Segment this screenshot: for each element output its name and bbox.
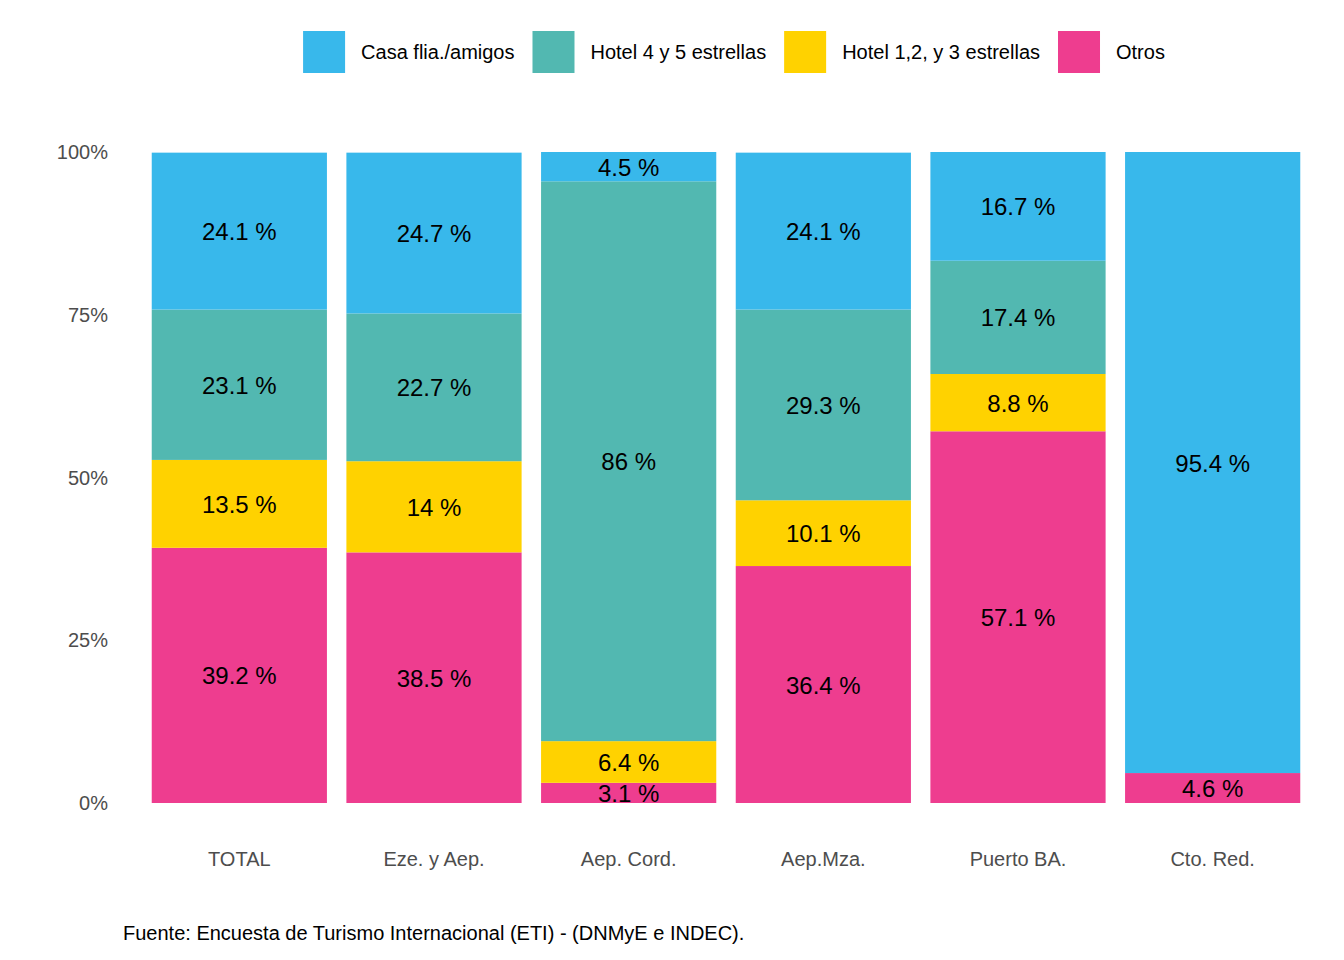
- data-label: 14 %: [407, 494, 462, 521]
- bar-segment: [930, 431, 1105, 803]
- data-label: 86 %: [601, 448, 656, 475]
- y-tick-label: 50%: [68, 467, 108, 489]
- bar-segment: [541, 152, 716, 181]
- data-label: 6.4 %: [598, 749, 659, 776]
- bar-segment: [736, 310, 911, 501]
- data-label: 95.4 %: [1175, 450, 1250, 477]
- bar-segment: [152, 548, 327, 803]
- legend-key: [1058, 31, 1100, 73]
- legend-label: Otros: [1116, 41, 1165, 63]
- bar-segment: [930, 261, 1105, 374]
- data-label: 39.2 %: [202, 662, 277, 689]
- data-label: 10.1 %: [786, 520, 861, 547]
- y-tick-label: 75%: [68, 304, 108, 326]
- bar-segment: [152, 460, 327, 548]
- bar-segment: [1125, 773, 1300, 803]
- legend-label: Casa flia./amigos: [361, 41, 514, 63]
- bar-segment: [346, 313, 521, 461]
- data-label: 3.1 %: [598, 780, 659, 807]
- x-tick-label: Cto. Red.: [1170, 848, 1254, 870]
- data-label: 13.5 %: [202, 491, 277, 518]
- bar-segment: [930, 152, 1105, 261]
- bar-segment: [736, 153, 911, 310]
- bar-segment: [736, 500, 911, 566]
- bar-segment: [152, 153, 327, 310]
- data-label: 57.1 %: [981, 604, 1056, 631]
- x-tick-label: Aep. Cord.: [581, 848, 677, 870]
- bar-segment: [152, 310, 327, 460]
- bar-segment: [541, 741, 716, 783]
- legend-key: [303, 31, 345, 73]
- legend-key: [532, 31, 574, 73]
- y-tick-label: 100%: [57, 141, 108, 163]
- bar-segment: [346, 153, 521, 314]
- y-tick-label: 0%: [79, 792, 108, 814]
- data-label: 24.7 %: [397, 220, 472, 247]
- bar-segment: [930, 374, 1105, 431]
- y-tick-label: 25%: [68, 629, 108, 651]
- legend-label: Hotel 1,2, y 3 estrellas: [842, 41, 1040, 63]
- data-label: 4.5 %: [598, 154, 659, 181]
- data-label: 22.7 %: [397, 374, 472, 401]
- bar-segment: [346, 552, 521, 803]
- data-label: 24.1 %: [202, 218, 277, 245]
- x-axis: TOTAL Eze. y Aep. Aep. Cord. Aep.Mza. Puerto…: [208, 848, 1255, 870]
- data-label: 38.5 %: [397, 665, 472, 692]
- data-label: 8.8 %: [987, 390, 1048, 417]
- x-tick-label: TOTAL: [208, 848, 271, 870]
- data-label: 29.3 %: [786, 392, 861, 419]
- data-label: 23.1 %: [202, 372, 277, 399]
- data-label: 17.4 %: [981, 304, 1056, 331]
- bar-segment: [736, 566, 911, 803]
- data-labels: 39.2 % 13.5 % 23.1 % 24.1 % 38.5 % 14 % 22.7 %…: [202, 154, 1250, 807]
- bar-segment: [1125, 152, 1300, 773]
- chart: 0%25%50%75%100%39.2 %13.5 %23.1 %24.1 %3…: [0, 0, 1344, 960]
- x-tick-label: Eze. y Aep.: [383, 848, 484, 870]
- data-label: 36.4 %: [786, 672, 861, 699]
- legend-key: [784, 31, 826, 73]
- x-tick-label: Puerto BA.: [970, 848, 1067, 870]
- legend-label: Hotel 4 y 5 estrellas: [590, 41, 766, 63]
- data-label: 4.6 %: [1182, 775, 1243, 802]
- y-axis: 0% 25% 50% 75% 100%: [57, 141, 108, 814]
- bar-segment: [541, 181, 716, 741]
- bars: [152, 152, 1301, 803]
- data-label: 24.1 %: [786, 218, 861, 245]
- data-label: 16.7 %: [981, 193, 1056, 220]
- x-tick-label: Aep.Mza.: [781, 848, 865, 870]
- legend: Casa flia./amigos Hotel 4 y 5 estrellas Ho…: [303, 31, 1165, 73]
- bar-segment: [346, 461, 521, 552]
- source-note: Fuente: Encuesta de Turismo Internaciona…: [123, 922, 744, 944]
